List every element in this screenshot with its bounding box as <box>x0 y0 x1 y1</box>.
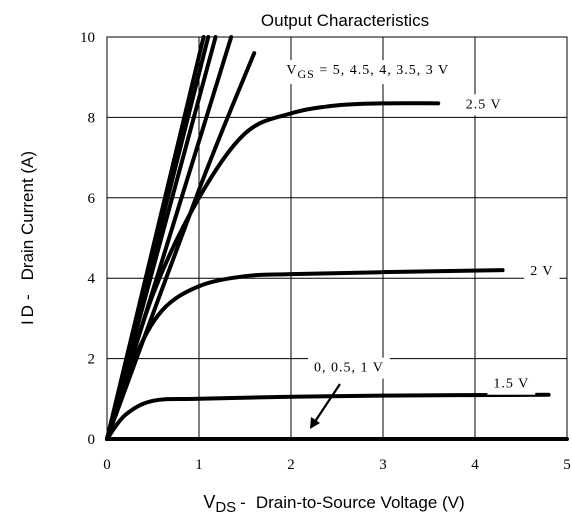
annotation-text: 1.5 V <box>493 377 529 392</box>
series-line-2-V <box>105 268 505 441</box>
x-tick-label: 5 <box>563 457 571 473</box>
annotation-text: VGS = 5, 4.5, 4, 3.5, 3 V <box>286 63 449 81</box>
y-tick-label: 10 <box>80 30 95 46</box>
y-tick-label: 4 <box>88 271 96 287</box>
annotation-label: 2 V <box>524 261 560 283</box>
y-axis-symbol: I <box>18 320 37 325</box>
annotation-background <box>308 357 390 379</box>
annotations: VGS = 5, 4.5, 4, 3.5, 3 V 2.5 V 2 V 1.5 V 0,… <box>280 60 560 395</box>
annotation-text: 2 V <box>530 264 553 279</box>
annotation-label: 0, 0.5, 1 V <box>308 357 390 379</box>
x-axis-symbol: V <box>203 492 215 512</box>
x-tick-label: 4 <box>471 457 479 473</box>
chart-title: Output Characteristics <box>261 11 429 30</box>
series-line-1-5-V <box>105 392 551 441</box>
x-axis-symbol-sub: DS <box>215 499 236 516</box>
y-axis-dash: - <box>18 294 37 300</box>
x-tick-label: 2 <box>287 457 295 473</box>
annotation-background <box>280 60 456 85</box>
x-tick-label: 0 <box>103 457 111 473</box>
y-tick-label: 0 <box>88 432 96 448</box>
annotation-arrow <box>310 383 341 429</box>
y-axis-label: ID - Drain Current (A) <box>18 151 37 325</box>
grid <box>106 36 568 440</box>
series-layer <box>105 35 569 441</box>
annotation-label: VGS = 5, 4.5, 4, 3.5, 3 V <box>280 60 456 85</box>
y-tick-label: 2 <box>88 352 96 368</box>
x-axis-text: Drain-to-Source Voltage (V) <box>256 493 465 512</box>
tick-labels: 0 1 2 3 4 5 0 2 4 6 8 10 <box>80 30 571 473</box>
x-axis-dash: - <box>240 493 246 512</box>
x-axis-label: VDS - Drain-to-Source Voltage (V) <box>203 492 464 516</box>
y-tick-label: 6 <box>88 191 96 207</box>
y-tick-label: 8 <box>88 110 96 126</box>
annotation-background <box>459 94 508 116</box>
annotation-background <box>487 373 536 395</box>
y-axis-symbol-sub: D <box>18 305 37 317</box>
series-line-2-5-V <box>105 101 441 441</box>
annotation-text: 2.5 V <box>466 97 502 112</box>
annotation-background <box>524 261 560 283</box>
annotation-label: 2.5 V <box>459 94 508 116</box>
x-tick-label: 1 <box>195 457 203 473</box>
y-axis-text: Drain Current (A) <box>18 151 37 280</box>
annotation-label: 1.5 V <box>487 373 536 395</box>
series-line-4-V <box>105 35 218 441</box>
x-tick-label: 3 <box>379 457 387 473</box>
annotation-text: 0, 0.5, 1 V <box>314 361 384 376</box>
